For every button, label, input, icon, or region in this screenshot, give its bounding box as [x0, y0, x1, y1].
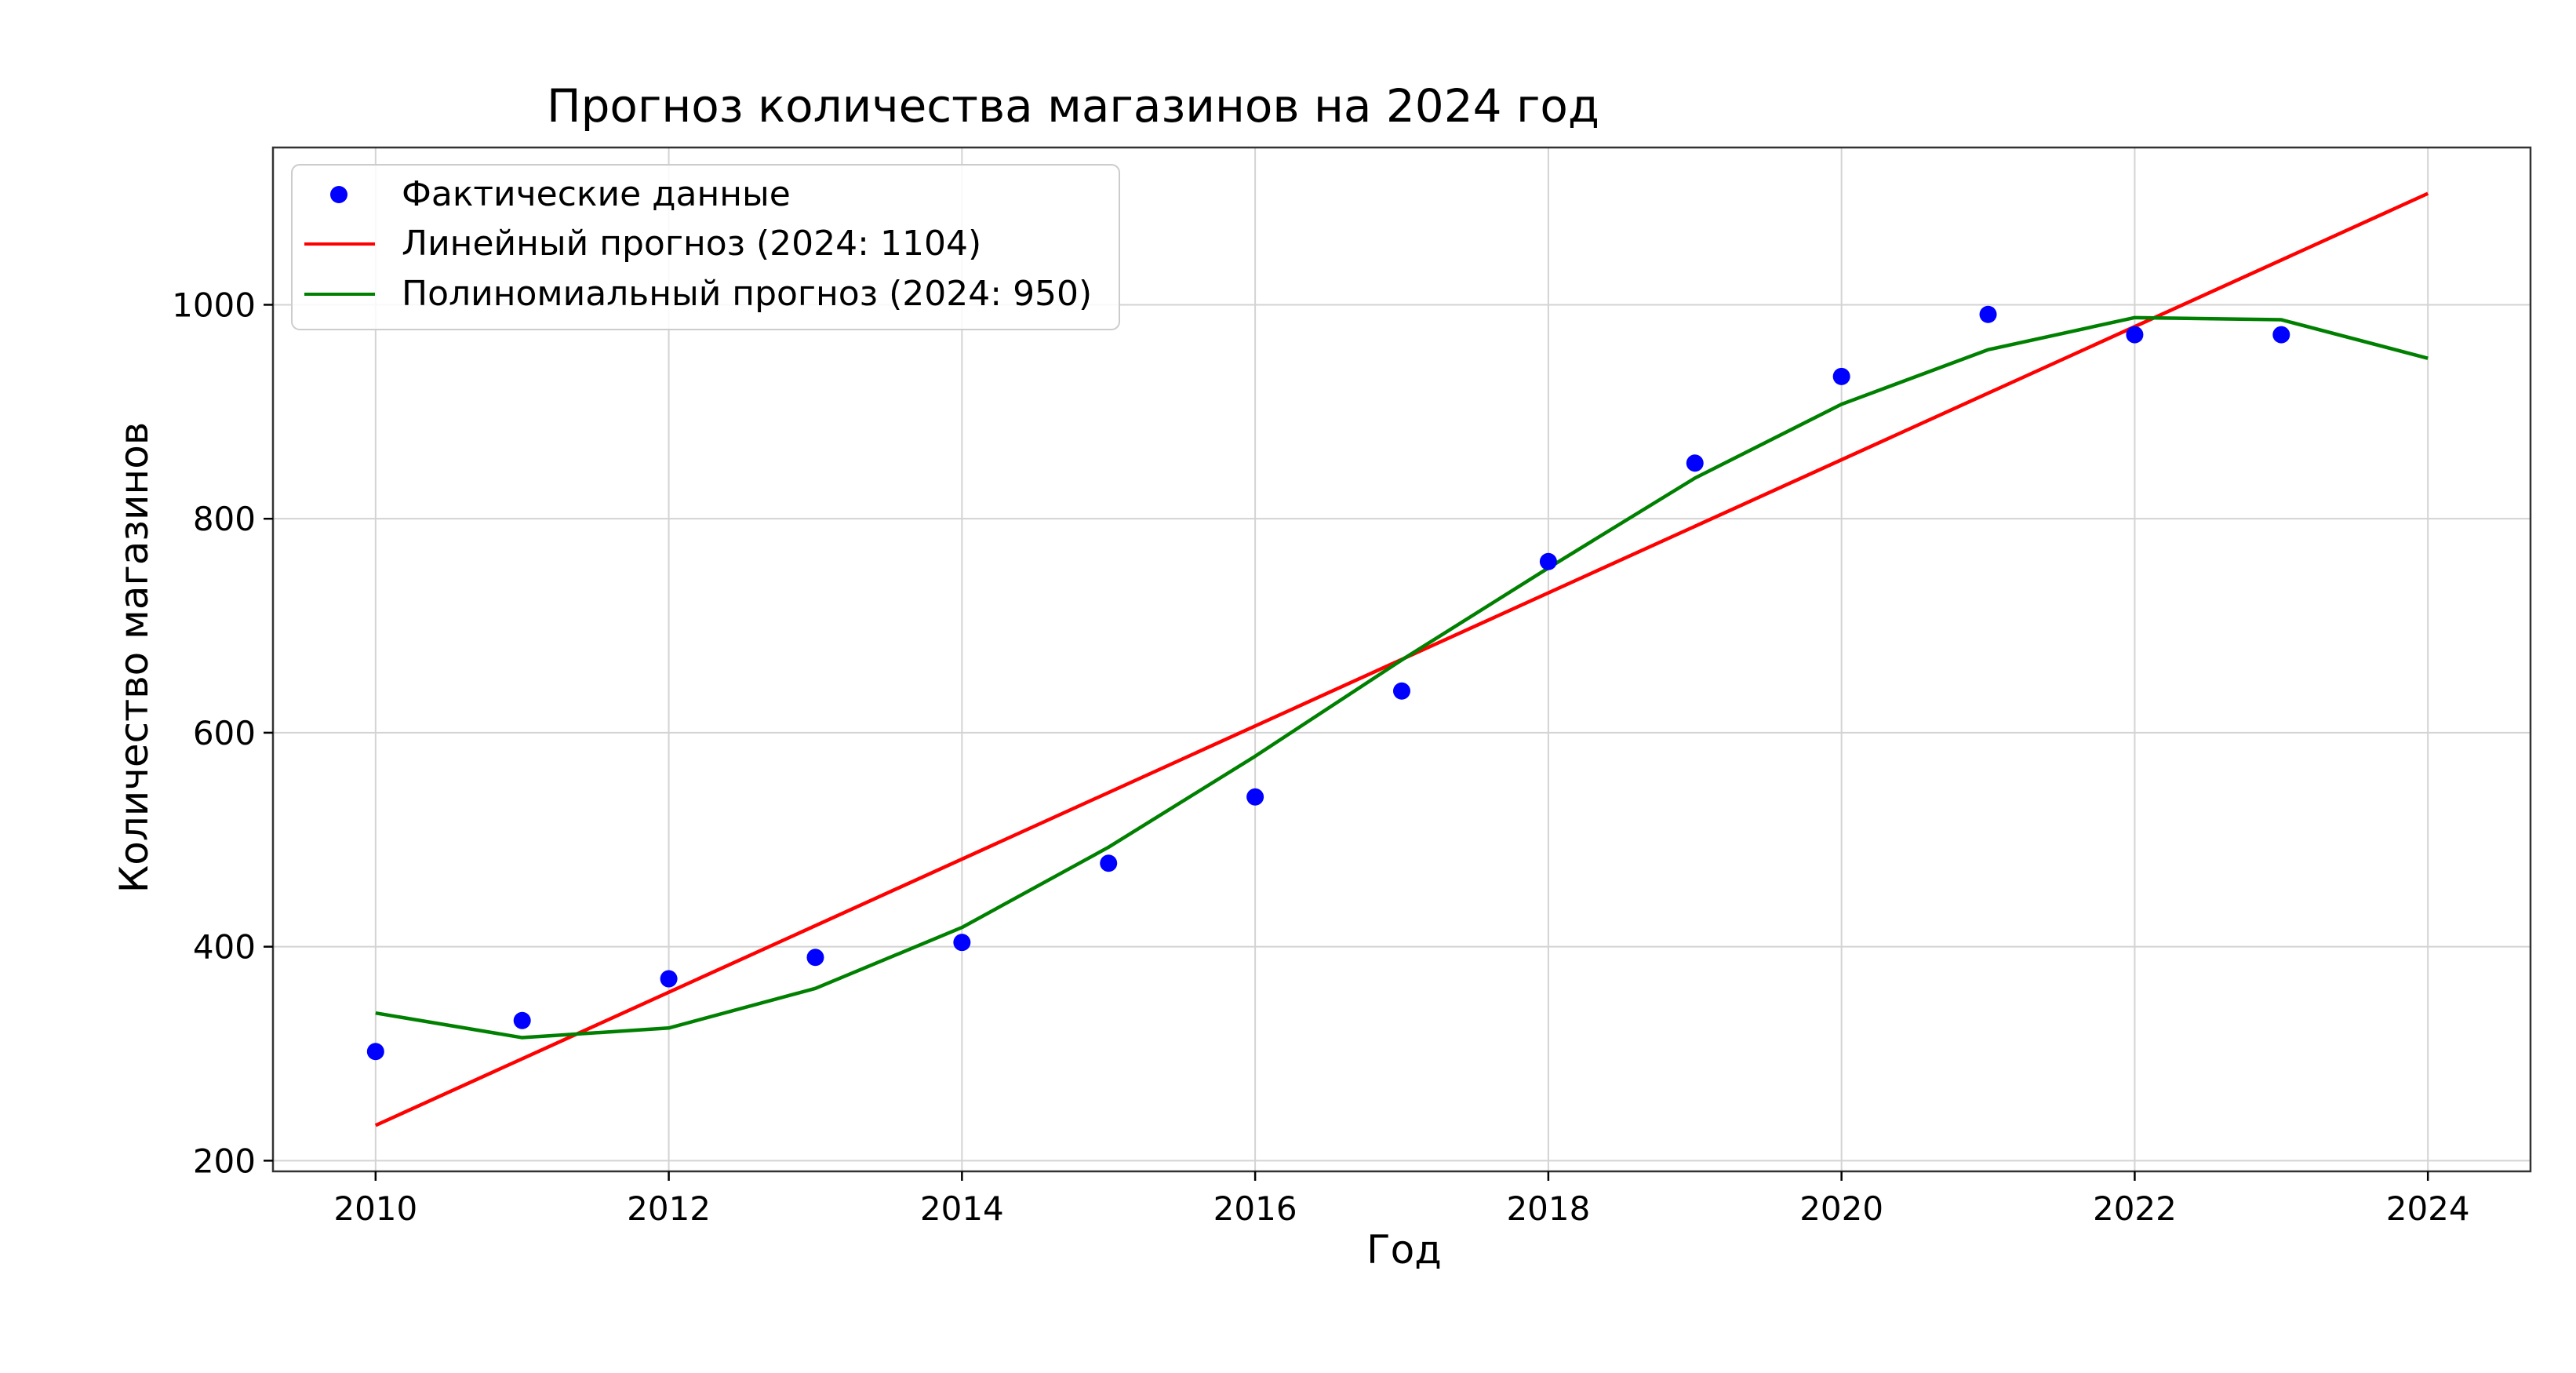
chart-title: Прогноз количества магазинов на 2024 год: [547, 79, 1599, 133]
x-tick-label: 2016: [1213, 1189, 1297, 1228]
y-tick-label: 1000: [172, 286, 256, 324]
actual-data-point: [1686, 454, 1704, 472]
actual-data-point: [366, 1043, 384, 1061]
actual-data-point: [660, 970, 678, 988]
series-layer: [366, 191, 2429, 1127]
polynomial-forecast-line: [375, 315, 2429, 1040]
grid-layer: [273, 147, 2531, 1171]
y-tick-label: 400: [193, 928, 256, 967]
x-tick-label: 2012: [627, 1189, 711, 1228]
legend-label-poly: Полиномиальный прогноз (2024: 950): [402, 274, 1092, 314]
y-axis-label: Количество магазинов: [111, 422, 157, 894]
x-tick-label: 2014: [920, 1189, 1004, 1228]
y-tick-label: 200: [193, 1142, 256, 1180]
legend-marker-actual: [330, 186, 347, 203]
legend-box: [291, 164, 1120, 330]
actual-data-point: [806, 949, 824, 967]
legend-label-linear: Линейный прогноз (2024: 1104): [402, 224, 981, 264]
plot-frame: [271, 146, 2532, 1173]
tick-layer: 2010 2012 2014 2016 2018 2020 2022 2024 200 400 60…: [172, 286, 2470, 1228]
actual-data-point: [2272, 326, 2290, 344]
x-tick-label: 2024: [2386, 1189, 2470, 1228]
x-tick-label: 2018: [1506, 1189, 1590, 1228]
y-tick-label: 800: [193, 500, 256, 538]
legend-label-actual: Фактические данные: [402, 174, 791, 214]
x-tick-label: 2010: [333, 1189, 417, 1228]
actual-data-point: [513, 1011, 531, 1029]
x-tick-label: 2022: [2093, 1189, 2177, 1228]
actual-data-point: [1246, 788, 1264, 806]
actual-data-point: [1539, 552, 1557, 570]
actual-data-point: [1979, 305, 1997, 323]
actual-data-point: [1832, 367, 1850, 385]
legend: Фактические данные Линейный прогноз (202…: [291, 164, 1120, 330]
x-axis-label: Год: [1366, 1227, 1442, 1273]
x-tick-label: 2020: [1799, 1189, 1883, 1228]
actual-data-point: [1100, 854, 1118, 872]
actual-data-point: [2126, 326, 2144, 344]
actual-data-point: [1393, 682, 1410, 700]
actual-data-point: [953, 934, 971, 952]
y-tick-label: 600: [193, 714, 256, 752]
